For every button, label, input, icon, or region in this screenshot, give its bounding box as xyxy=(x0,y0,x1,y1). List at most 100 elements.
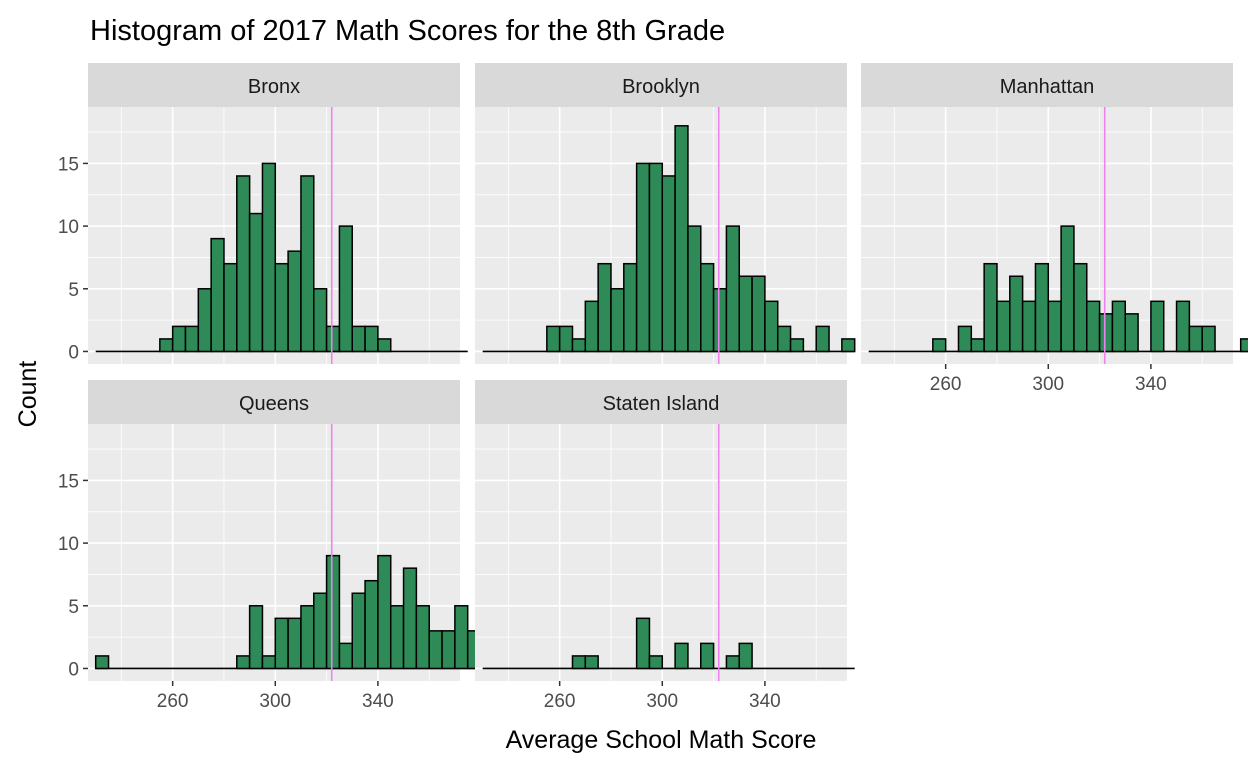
histogram-bar xyxy=(610,288,625,353)
y-tick-label: 0 xyxy=(68,659,79,680)
y-tick-label: 10 xyxy=(58,534,79,555)
histogram-bar xyxy=(210,237,225,353)
histogram-bar xyxy=(428,630,443,670)
histogram-bar xyxy=(236,655,251,670)
histogram-bar xyxy=(389,605,405,670)
x-tick-label: 260 xyxy=(930,374,962,395)
facet-strip-label: Staten Island xyxy=(603,393,720,415)
histogram-bar xyxy=(841,338,856,353)
histogram-bar xyxy=(248,212,264,353)
histogram-bar xyxy=(171,325,187,353)
histogram-bar xyxy=(274,262,289,353)
x-tick-label: 340 xyxy=(1135,374,1167,395)
histogram-bar xyxy=(970,338,985,353)
histogram-bar xyxy=(789,338,805,353)
histogram-bar xyxy=(571,655,587,670)
y-tick-label: 5 xyxy=(68,597,79,618)
x-tick-label: 260 xyxy=(157,691,189,712)
histogram-bar xyxy=(776,325,792,353)
histogram-bar xyxy=(338,225,353,353)
histogram-bar xyxy=(738,275,753,353)
facet-strip xyxy=(475,380,847,424)
histogram-bar xyxy=(648,162,664,353)
facet-queens: Queens 0 5 10 15 260 300 340 xyxy=(58,380,673,712)
histogram-bar xyxy=(377,554,392,670)
histogram-bar xyxy=(325,325,341,353)
histogram-bar xyxy=(635,617,651,670)
histogram-bar xyxy=(223,262,238,353)
histogram-bar xyxy=(338,642,353,670)
histogram-bar xyxy=(571,338,587,353)
histogram-bar xyxy=(313,288,328,353)
histogram-bar xyxy=(1239,338,1248,353)
facet-strip-label: Bronx xyxy=(248,76,300,98)
histogram-bar xyxy=(661,175,676,353)
histogram-bar xyxy=(441,630,456,670)
histogram-bar xyxy=(197,288,212,353)
histogram-bar xyxy=(415,605,430,670)
histogram-bar xyxy=(1047,300,1062,353)
histogram-bar xyxy=(287,617,302,670)
histogram-bar xyxy=(674,125,689,353)
histogram-bar xyxy=(1150,300,1165,353)
x-tick-label: 340 xyxy=(362,691,394,712)
facet-brooklyn: Brooklyn xyxy=(475,63,856,364)
histogram-bar xyxy=(1009,275,1024,353)
histogram-bar xyxy=(700,642,715,670)
histogram-bar xyxy=(764,300,779,353)
histogram-bar xyxy=(751,275,766,353)
histogram-bar xyxy=(1073,262,1088,353)
facet-bronx: Bronx 0 5 10 15 xyxy=(58,63,468,364)
histogram-bar xyxy=(687,225,702,353)
x-axis-title: Average School Math Score xyxy=(506,726,817,754)
histogram-bar xyxy=(287,250,302,353)
histogram-bar xyxy=(996,300,1011,353)
histogram-bar xyxy=(674,642,689,670)
x-tick-label: 340 xyxy=(749,691,781,712)
histogram-bar xyxy=(313,592,328,670)
histogram-bar xyxy=(558,325,574,353)
histogram-bar xyxy=(738,642,753,670)
panel-background xyxy=(475,424,847,681)
histogram-bar xyxy=(300,175,315,353)
x-tick-label: 260 xyxy=(544,691,576,712)
histogram-bar xyxy=(1175,300,1191,353)
histogram-bar xyxy=(712,288,728,353)
histogram-bar xyxy=(1201,325,1216,353)
histogram-bar xyxy=(1111,300,1126,353)
y-tick-label: 15 xyxy=(58,154,79,175)
facet-staten-island: Staten Island 260 300 340 xyxy=(475,380,855,712)
histogram-bar xyxy=(351,325,366,353)
histogram-bar xyxy=(725,655,740,670)
histogram-bar xyxy=(815,325,830,353)
histogram-bar xyxy=(274,617,289,670)
histogram-bar xyxy=(1060,225,1075,353)
facet-strip xyxy=(88,63,460,107)
y-tick-label: 0 xyxy=(68,342,79,363)
histogram-bar xyxy=(377,338,392,353)
facet-strip-label: Manhattan xyxy=(1000,76,1095,98)
histogram-bar xyxy=(648,655,664,670)
facet-strip-label: Queens xyxy=(239,393,309,415)
y-tick-label: 15 xyxy=(58,471,79,492)
histogram-bar xyxy=(402,567,418,670)
histogram-bar xyxy=(325,554,341,670)
histogram-bar xyxy=(184,325,200,353)
histogram-bar xyxy=(261,655,277,670)
histogram-bar xyxy=(1188,325,1203,353)
histogram-bar xyxy=(584,655,599,670)
facet-strip-label: Brooklyn xyxy=(622,76,700,98)
histogram-bar xyxy=(351,592,366,670)
histogram-bar xyxy=(1098,313,1114,353)
x-tick-label: 300 xyxy=(259,691,291,712)
histogram-bar xyxy=(635,162,651,353)
histogram-bar xyxy=(300,605,315,670)
histogram-bar xyxy=(546,325,561,353)
histogram-bar xyxy=(248,605,264,670)
facet-strip xyxy=(88,380,460,424)
histogram-bar xyxy=(584,300,599,353)
histogram-bar xyxy=(236,175,251,353)
histogram-bar xyxy=(94,655,110,670)
